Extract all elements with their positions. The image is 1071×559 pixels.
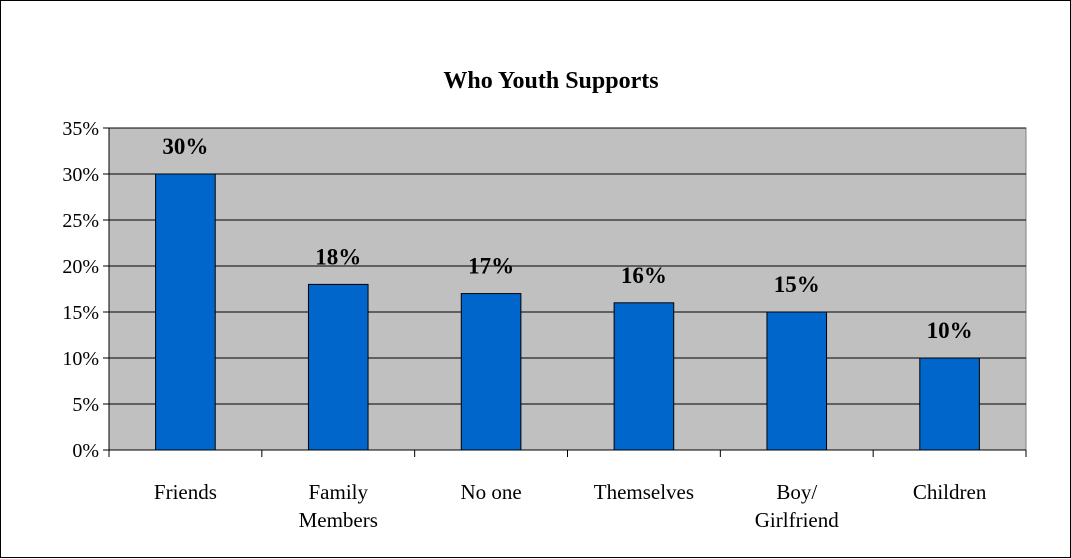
data-label: 17% xyxy=(468,254,514,279)
bar xyxy=(155,173,216,451)
category-label-line: Family xyxy=(308,480,368,504)
chart-title: Who Youth Supports xyxy=(443,68,658,94)
bar xyxy=(766,311,828,451)
labels: 0% 5% 10% 15% 20% 25% 30% 35% 30% Friends 18% Famil… xyxy=(62,118,986,532)
category-label-line: Girlfriend xyxy=(755,508,839,532)
category-label: Friends xyxy=(154,480,217,504)
y-tick-label: 5% xyxy=(72,394,99,416)
category-label-line: Friends xyxy=(154,480,217,504)
category-label-line: Members xyxy=(299,508,378,532)
category-label-line: Boy/ xyxy=(776,480,817,504)
y-tick-label: 0% xyxy=(72,440,99,462)
y-tick-label: 25% xyxy=(62,210,99,232)
data-label: 10% xyxy=(927,318,973,343)
plot-area xyxy=(108,127,1027,451)
data-label: 18% xyxy=(315,244,361,269)
gridlines xyxy=(109,127,1026,405)
category-label: Family Members xyxy=(299,480,378,532)
axes xyxy=(103,127,1027,457)
bar xyxy=(919,357,980,451)
category-label-line: No one xyxy=(460,480,521,504)
data-label: 30% xyxy=(162,134,208,159)
y-tick-label: 15% xyxy=(62,302,99,324)
category-label: Themselves xyxy=(594,480,694,504)
data-label: 16% xyxy=(621,263,667,288)
data-label: 15% xyxy=(774,272,820,297)
y-tick-label: 10% xyxy=(62,348,99,370)
bar xyxy=(307,283,369,451)
category-label: Children xyxy=(913,480,987,504)
y-tick-label: 35% xyxy=(62,118,99,140)
bar xyxy=(613,302,675,451)
y-tick-label: 30% xyxy=(62,164,99,186)
bars xyxy=(155,173,980,451)
category-label: No one xyxy=(460,480,521,504)
bar xyxy=(460,293,522,451)
category-label: Boy/Girlfriend xyxy=(755,480,839,532)
y-tick-label: 20% xyxy=(62,256,99,278)
category-label-line: Children xyxy=(913,480,987,504)
category-label-line: Themselves xyxy=(594,480,694,504)
